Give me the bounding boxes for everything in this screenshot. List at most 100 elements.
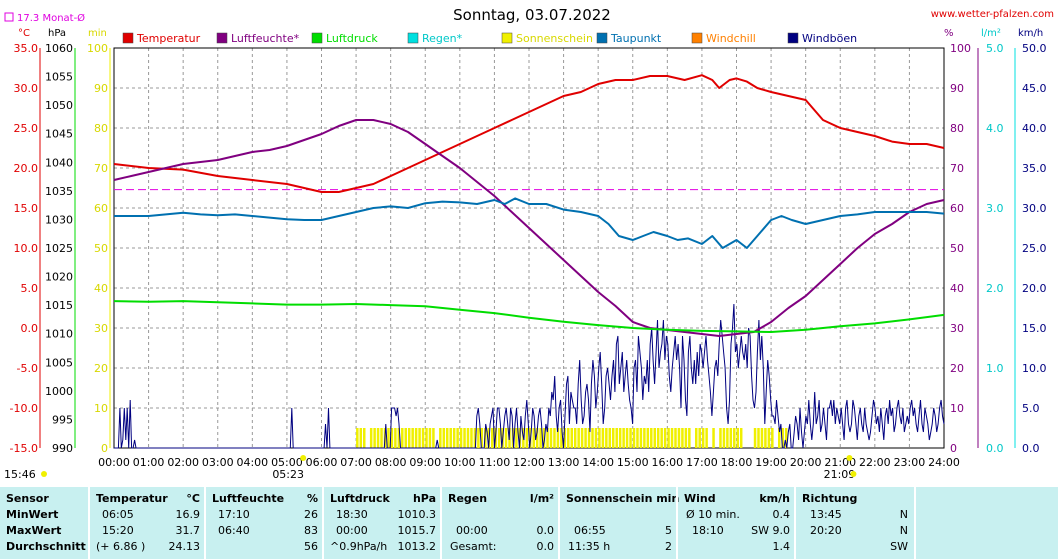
dir-avg-val: SW: [890, 540, 908, 553]
rain-axis-tick: 3.0: [986, 202, 1004, 215]
sunshine-bar: [605, 428, 608, 448]
sunshine-bar: [442, 428, 446, 448]
pressure-axis-tick: 1020: [45, 271, 73, 284]
sunshine-bar: [726, 428, 729, 448]
sunshine-bar: [660, 428, 663, 448]
pressure-axis-tick: 1015: [45, 299, 73, 312]
hum-max-time: 06:40: [218, 524, 250, 537]
header-press-unit: hPa: [412, 492, 436, 505]
header-rain: Regen: [448, 492, 488, 505]
pressure-unit: hPa: [48, 28, 66, 39]
sun-avg-val: 2: [665, 540, 672, 553]
sunshine-bar: [401, 428, 404, 448]
wind-avg-val: 1.4: [772, 540, 791, 553]
chart-marks: [113, 74, 945, 449]
dir-min-val: N: [899, 508, 908, 521]
col-direction: Richtung 13:45 N 20:20 N SW: [794, 487, 916, 559]
legend-pressure-label: Luftdruck: [326, 32, 378, 45]
sunshine-bar: [411, 428, 414, 448]
chart-axes: 35.0 30.0 25.0 20.0 15.0 10.0 5.0 0.0 -5.0 -10.0 -…: [10, 28, 1047, 481]
humidity-axis-tick: 0: [950, 442, 957, 455]
legend-dewpoint-label: Taupunkt: [610, 32, 662, 45]
sunshine-bar: [705, 428, 708, 448]
sunshine-bar: [701, 428, 705, 448]
wind-axis-tick: 50.0: [1022, 42, 1047, 55]
humidity-unit: %: [944, 28, 954, 39]
sunshine-bar: [733, 428, 736, 448]
rain-max-time: 00:00: [456, 524, 488, 537]
wind-axis-tick: 0.0: [1022, 442, 1040, 455]
wind-min-label: Ø 10 min.: [686, 508, 740, 521]
temp-avg-val: 24.13: [168, 540, 201, 553]
legend-gusts-label: Windböen: [802, 32, 857, 45]
col-rain: Regen l/m² 00:00 0.0 Gesamt: 0.0: [440, 487, 560, 559]
sunshine-bar: [477, 428, 480, 448]
row-label-max: MaxWert: [6, 524, 62, 537]
x-tick: 03:00: [202, 456, 234, 469]
temp-axis-tick: -5.0: [17, 362, 38, 375]
sunshine-bar: [404, 428, 407, 448]
rain-axis-tick: 1.0: [986, 362, 1004, 375]
dir-max-time: 20:20: [810, 524, 842, 537]
sunshine-bar: [573, 428, 577, 448]
header-dir: Richtung: [802, 492, 858, 505]
rain-axis-tick: 0.0: [986, 442, 1004, 455]
header-wind-unit: km/h: [759, 492, 790, 505]
sunshine-bar: [643, 428, 646, 448]
sunshine-bar: [764, 428, 767, 448]
header-temp: Temperatur: [96, 492, 168, 505]
press-avg-time: ^0.9hPa/h: [330, 540, 388, 553]
sun-axis-tick: 10: [94, 402, 108, 415]
pressure-axis-tick: 990: [52, 442, 73, 455]
legend-rain-swatch: [407, 32, 419, 44]
x-tick: 06:00: [306, 456, 338, 469]
sunshine-bar: [656, 428, 660, 448]
sunshine-bar: [781, 428, 784, 448]
sunshine-bar: [784, 428, 788, 448]
series-gusts-line: [114, 303, 945, 449]
sun-total-time: 11:35 h: [568, 540, 611, 553]
x-tick: 04:00: [236, 456, 268, 469]
col-sensor: Sensor MinWert MaxWert Durchschnitt: [0, 487, 88, 559]
sunshine-bar: [359, 428, 363, 448]
sunshine-bar: [663, 428, 667, 448]
pressure-axis-tick: 995: [52, 413, 73, 426]
rain-axis-tick: 5.0: [986, 42, 1004, 55]
legend-pressure-swatch: [311, 32, 323, 44]
rain-total-label: Gesamt:: [450, 540, 497, 553]
sunshine-bar: [369, 428, 373, 448]
legend-windchill-swatch: [691, 32, 703, 44]
humidity-axis-tick: 40: [950, 282, 964, 295]
temp-min-time: 06:05: [102, 508, 134, 521]
temp-axis-tick: -15.0: [10, 442, 38, 455]
sunset-icon: [846, 455, 853, 461]
sun-max-val: 5: [665, 524, 672, 537]
sun-axis-tick: 70: [94, 162, 108, 175]
series-dewpoint-line: [114, 197, 945, 249]
col-empty: [914, 487, 1058, 559]
pressure-axis-tick: 1050: [45, 99, 73, 112]
sun-dot-icon: [41, 471, 47, 477]
site-link[interactable]: www.wetter-pfalzen.com: [931, 9, 1054, 20]
series-humidity-line: [113, 119, 945, 337]
row-label-avg: Durchschnitt: [6, 540, 86, 553]
pressure-axis-tick: 1025: [45, 242, 73, 255]
x-tick: 13:00: [548, 456, 580, 469]
sunshine-bar: [546, 428, 549, 448]
sunset-label: 21:09: [824, 468, 856, 481]
sunshine-bar: [414, 428, 418, 448]
sunshine-bar: [439, 428, 442, 448]
series-pressure-line: [113, 300, 945, 333]
header-temp-unit: °C: [186, 492, 200, 505]
legend-temperature-swatch: [122, 32, 134, 44]
sunshine-bar: [535, 428, 539, 448]
sunshine-bar: [618, 428, 622, 448]
sun-axis-tick: 0: [101, 442, 108, 455]
sunshine-bar: [390, 428, 394, 448]
temp-max-val: 31.7: [175, 524, 201, 537]
sunshine-bar: [380, 428, 383, 448]
temp-axis-tick: 15.0: [14, 202, 39, 215]
sunshine-bar: [622, 428, 625, 448]
wind-axis-tick: 20.0: [1022, 282, 1047, 295]
sunshine-bar: [612, 428, 615, 448]
